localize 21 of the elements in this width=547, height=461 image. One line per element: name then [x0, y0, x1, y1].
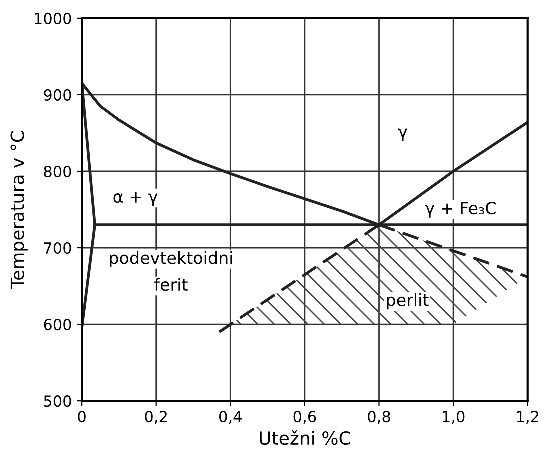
y-tick-label: 500	[44, 396, 72, 408]
x-tick-label: 0,6	[294, 411, 316, 424]
annotation: podevtektoidni	[110, 251, 232, 268]
x-axis-title: Utežni %C	[260, 430, 350, 446]
annotation: γ	[398, 128, 408, 142]
x-tick-label: 1,2	[517, 411, 538, 424]
y-tick-label: 700	[44, 242, 72, 254]
y-axis-title: Temperatura v °C	[10, 131, 28, 290]
y-tick-label: 600	[44, 319, 72, 331]
annotation: perlit	[387, 294, 429, 310]
x-tick-label: 0,2	[145, 411, 167, 424]
y-tick-label: 1000	[35, 12, 72, 24]
y-tick-label: 800	[44, 166, 72, 178]
annotation: γ + Fe₃C	[425, 202, 496, 218]
x-tick-label: 1,0	[443, 411, 465, 424]
x-tick-label: 0,8	[368, 411, 390, 424]
x-tick-label: 0,4	[220, 411, 242, 424]
x-tick-label: 0	[78, 411, 86, 423]
annotation: α + γ	[114, 192, 158, 206]
annotation: ferit	[154, 278, 188, 292]
y-tick-label: 900	[44, 89, 72, 101]
